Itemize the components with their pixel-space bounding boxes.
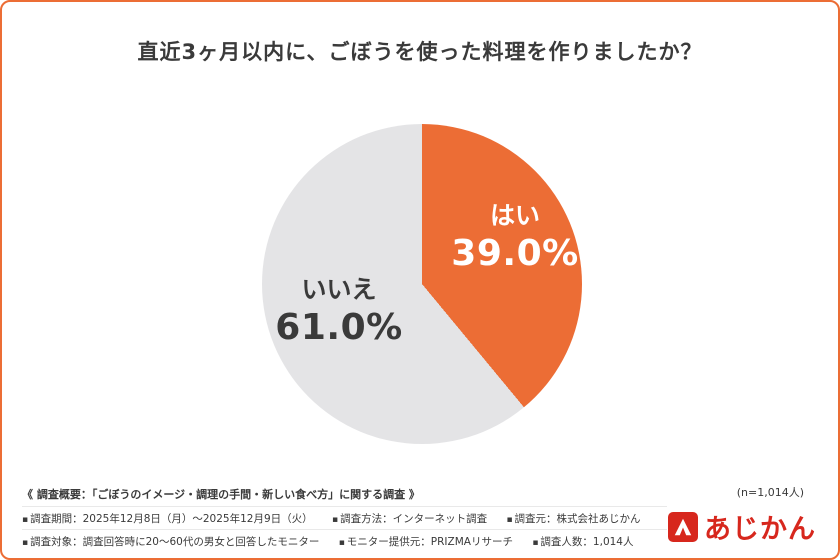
bullet-icon: ▪ (532, 537, 539, 548)
bullet-icon: ▪ (22, 514, 29, 525)
ajikan-logo: あじかん (668, 507, 816, 546)
ajikan-logo-icon (668, 511, 698, 542)
survey-details-row: ▪ 調査対象：調査回答時に20〜60代の男女と回答したモニター ▪ モニター提供元：… (22, 529, 667, 552)
survey-detail-source: ▪ 調査元：株式会社あじかん (506, 512, 641, 525)
sample-size-label: (n=1,014人) (736, 486, 804, 499)
bullet-icon: ▪ (331, 514, 339, 525)
ajikan-logo-glyph (674, 518, 692, 535)
survey-details-row: ▪ 調査期間：2025年12月8日（月）〜2025年12月9日（火） ▪ 調査方法：… (22, 506, 667, 529)
pie-slice-label-no: いいえ 61.0% (254, 274, 424, 350)
survey-detail-count: ▪ 調査人数：1,014人 (532, 535, 634, 548)
slice-yes-value: 39.0% (451, 233, 579, 275)
pie-slice-label-yes: はい 39.0% (430, 200, 600, 276)
chart-title: 直近3ヶ月以内に、ごぼうを使った料理を作りましたか？ (137, 40, 703, 64)
survey-overview: 《 調査概要：「ごぼうのイメージ・調理の手間・新しい食べ方」に関する調査 》 (22, 488, 420, 501)
slice-no-name: いいえ (301, 275, 377, 304)
survey-detail-target: ▪ 調査対象：調査回答時に20〜60代の男女と回答したモニター (22, 535, 320, 548)
bullet-icon: ▪ (22, 537, 29, 548)
slice-no-value: 61.0% (275, 307, 403, 349)
survey-detail-period: ▪ 調査期間：2025年12月8日（月）〜2025年12月9日（火） (22, 512, 313, 525)
survey-detail-monitor: ▪ モニター提供元：PRIZMAリサーチ (338, 535, 513, 548)
survey-detail-method: ▪ 調査方法：インターネット調査 (331, 512, 488, 525)
slice-yes-name: はい (489, 201, 540, 230)
bullet-icon: ▪ (506, 514, 513, 525)
bullet-icon: ▪ (338, 537, 345, 548)
pie-chart (262, 124, 582, 444)
survey-details-footer: 《 調査概要：「ごぼうのイメージ・調理の手間・新しい食べ方」に関する調査 》 ▪… (22, 483, 667, 552)
ajikan-logo-text: あじかん (704, 514, 816, 545)
